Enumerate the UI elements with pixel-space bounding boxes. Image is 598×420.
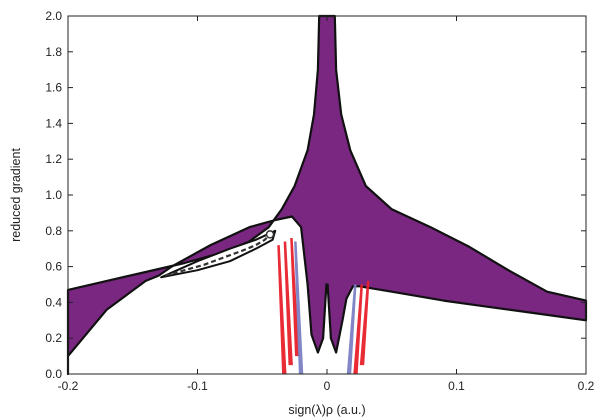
y-tick-label: 0.6 <box>45 260 62 274</box>
x-tick-label: 0 <box>324 379 331 393</box>
purple-region <box>66 14 588 376</box>
y-tick-label: 2.0 <box>45 9 62 23</box>
spike-red-3 <box>353 284 363 374</box>
spike-red-4 <box>359 280 370 366</box>
scatter-line-layer <box>164 230 275 277</box>
x-tick-label: -0.2 <box>58 379 79 393</box>
spike-red-0 <box>277 245 287 374</box>
x-tick-label: 0.2 <box>578 379 595 393</box>
x-tick-label: 0.1 <box>448 379 465 393</box>
spike-blue-5 <box>294 241 304 374</box>
spikes-layer <box>277 238 370 374</box>
y-tick-label: 0.2 <box>45 331 62 345</box>
x-tick-label: -0.1 <box>187 379 208 393</box>
y-axis-label: reduced gradient <box>9 148 23 242</box>
scatter-endpoint <box>265 230 275 239</box>
y-tick-label: 0.0 <box>45 367 62 381</box>
y-tick-label: 1.8 <box>45 45 62 59</box>
spike-red-1 <box>283 241 293 366</box>
y-tick-label: 0.4 <box>45 295 62 309</box>
region-layer <box>66 14 588 376</box>
y-tick-label: 1.4 <box>45 116 62 130</box>
spike-blue-6 <box>346 284 357 374</box>
x-axis-label: sign(λ)ρ (a.u.) <box>288 403 365 417</box>
y-tick-label: 1.2 <box>45 152 62 166</box>
white-hole-region <box>160 229 277 279</box>
y-tick-label: 1.0 <box>45 188 62 202</box>
y-tick-label: 1.6 <box>45 81 62 95</box>
spike-red-2 <box>290 238 300 357</box>
y-tick-label: 0.8 <box>45 224 62 238</box>
dashed-scatter-line <box>164 233 271 277</box>
ticks-layer: -0.2 -0.1 0 0.1 0.2 0.0 0.2 0.4 0.6 0.8 1.0 1.2 1.4 1… <box>45 9 594 393</box>
